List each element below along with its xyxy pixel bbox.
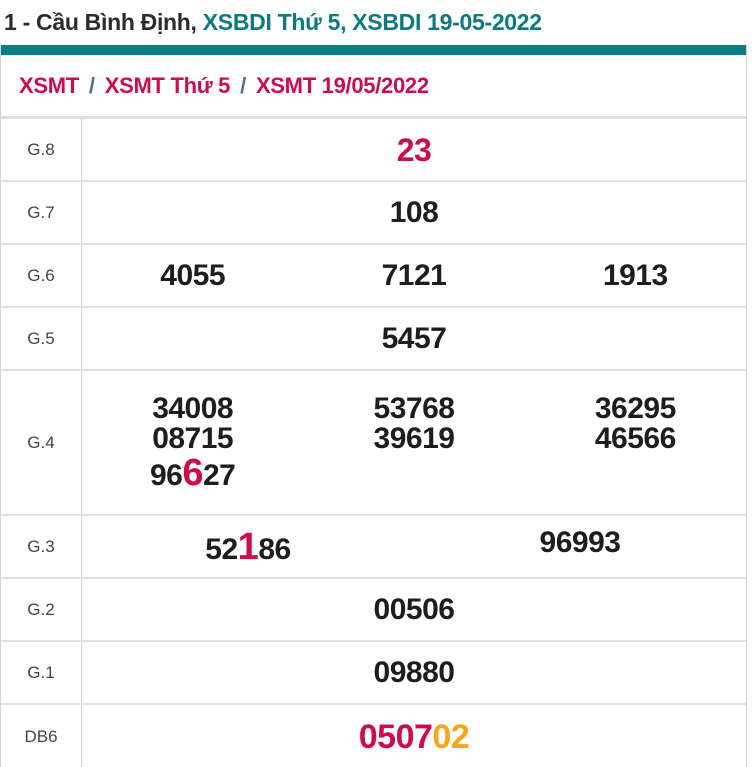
prize-value-g4-2: 53768 bbox=[373, 391, 455, 425]
prize-value-g5: 5457 bbox=[381, 321, 447, 355]
digit-group: 96 bbox=[149, 458, 183, 492]
results-card: XSMT / XSMT Thứ 5 / XSMT 19/05/2022 G.8 … bbox=[0, 45, 747, 767]
accent-bar bbox=[1, 45, 746, 55]
prize-row-g2: G.2 00506 bbox=[1, 579, 746, 642]
prize-label: G.7 bbox=[1, 182, 82, 243]
prize-label: G.5 bbox=[1, 308, 82, 369]
prize-label: G.6 bbox=[1, 245, 82, 306]
prize-row-g3: G.3 52186 96993 bbox=[1, 516, 746, 579]
prize-value-g3-1: 52186 bbox=[82, 528, 414, 566]
prize-label: G.8 bbox=[1, 119, 82, 180]
prize-row-g8: G.8 23 bbox=[1, 119, 746, 182]
prize-row-g1: G.1 09880 bbox=[1, 642, 746, 705]
prize-value-g4-4: 08715 bbox=[152, 421, 234, 455]
prize-row-g6: G.6 4055 7121 1913 bbox=[1, 245, 746, 308]
breadcrumb-separator: / bbox=[240, 72, 246, 98]
prize-label: G.2 bbox=[1, 579, 82, 640]
prize-value-empty bbox=[525, 454, 746, 492]
prize-value-g6-2: 7121 bbox=[381, 258, 447, 292]
page-title-highlight: XSBDI Thứ 5, XSBDI 19-05-2022 bbox=[202, 9, 542, 35]
prize-row-db6: DB6 050702 bbox=[1, 705, 746, 767]
prize-value-g8: 23 bbox=[396, 131, 432, 168]
breadcrumb: XSMT / XSMT Thứ 5 / XSMT 19/05/2022 bbox=[1, 55, 746, 116]
prize-value-g6-1: 4055 bbox=[160, 258, 226, 292]
prize-value-g6-3: 1913 bbox=[602, 258, 668, 292]
highlighted-digit: 1 bbox=[237, 525, 259, 568]
prize-value-g4-7: 96627 bbox=[82, 454, 303, 492]
prize-value-g1: 09880 bbox=[373, 655, 455, 689]
prize-value-g3-2: 96993 bbox=[539, 525, 621, 559]
prize-value-g4-5: 39619 bbox=[373, 421, 455, 455]
breadcrumb-link-xsmt-thu5[interactable]: XSMT Thứ 5 bbox=[104, 72, 231, 98]
digit-group: 52 bbox=[205, 532, 238, 566]
prize-value-g4-6: 46566 bbox=[594, 421, 676, 455]
prize-value-g2: 00506 bbox=[373, 592, 455, 626]
prize-row-g4: G.4 34008 53768 36295 08715 39619 46566 … bbox=[1, 371, 746, 516]
prize-row-g5: G.5 5457 bbox=[1, 308, 746, 371]
page-title-prefix: 1 - Cầu Bình Định, bbox=[4, 9, 197, 35]
breadcrumb-link-xsmt[interactable]: XSMT bbox=[19, 72, 79, 98]
breadcrumb-separator: / bbox=[88, 72, 95, 98]
highlighted-digit: 6 bbox=[182, 451, 203, 494]
jackpot-orange-digits: 02 bbox=[432, 718, 470, 756]
lottery-results-table: G.8 23 G.7 108 G.6 4055 7121 1913 G.5 54… bbox=[1, 116, 746, 767]
prize-value-g7: 108 bbox=[389, 195, 439, 229]
page-title: 1 - Cầu Bình Định, XSBDI Thứ 5, XSBDI 19… bbox=[0, 0, 755, 36]
prize-value-g4-1: 34008 bbox=[152, 391, 234, 425]
prize-row-g7: G.7 108 bbox=[1, 182, 746, 245]
prize-value-g4-3: 36295 bbox=[594, 391, 676, 425]
digit-group: 27 bbox=[202, 458, 236, 492]
prize-value-empty bbox=[303, 454, 524, 492]
prize-label: DB6 bbox=[1, 705, 82, 767]
prize-label: G.1 bbox=[1, 642, 82, 703]
prize-label: G.3 bbox=[1, 516, 82, 577]
jackpot-red-digits: 0507 bbox=[358, 718, 433, 756]
digit-group: 86 bbox=[258, 532, 291, 566]
prize-value-db6: 050702 bbox=[82, 720, 746, 754]
breadcrumb-link-xsmt-date[interactable]: XSMT 19/05/2022 bbox=[255, 72, 429, 98]
prize-label: G.4 bbox=[1, 371, 82, 514]
